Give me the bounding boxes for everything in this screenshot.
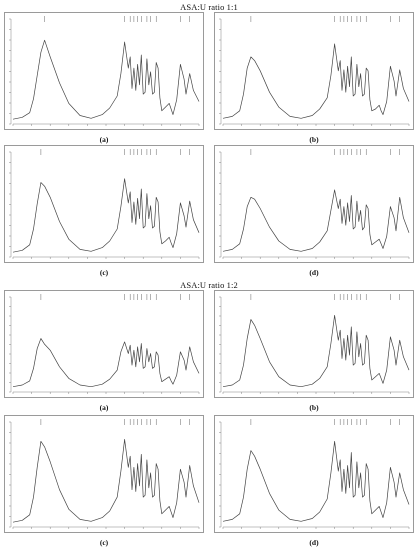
spectrum-trace <box>222 440 410 522</box>
spectrum-svg <box>9 294 200 394</box>
panel-label-1-1-c: (c) <box>99 268 109 277</box>
spectrum-panel-1-1-b <box>214 12 414 130</box>
section-title-ratio-1-1: ASA:U ratio 1:1 <box>180 2 238 12</box>
spectrum-trace <box>222 314 410 388</box>
spectrum-trace <box>12 439 200 523</box>
spectrum-svg <box>219 149 410 259</box>
spectrum-panel-1-2-b <box>214 290 414 398</box>
panel-label-1-1-a: (a) <box>99 135 109 144</box>
panel-label-1-1-b: (b) <box>309 135 319 144</box>
spectrum-svg <box>219 16 410 126</box>
panel-label-1-2-b: (b) <box>309 403 319 412</box>
spectrum-svg <box>219 419 410 529</box>
spectrum-panel-1-1-d <box>214 145 414 263</box>
spectrum-svg <box>9 149 200 259</box>
spectrum-panel-1-1-c <box>4 145 204 263</box>
panel-label-1-2-d: (d) <box>309 538 319 547</box>
spectrum-svg <box>9 16 200 126</box>
spectrum-panel-1-1-a <box>4 12 204 130</box>
spectrum-panel-1-2-d <box>214 415 414 533</box>
spectrum-trace <box>12 178 200 253</box>
section-title-ratio-1-2: ASA:U ratio 1:2 <box>180 280 238 290</box>
panel-label-1-1-d: (d) <box>309 268 319 277</box>
panel-label-1-2-a: (a) <box>99 403 109 412</box>
spectrum-svg <box>219 294 410 394</box>
spectrum-panel-1-2-a <box>4 290 204 398</box>
spectrum-panel-1-2-c <box>4 415 204 533</box>
panel-label-1-2-c: (c) <box>99 538 109 547</box>
spectrum-trace <box>12 338 200 388</box>
spectrum-trace <box>12 39 200 120</box>
spectrum-svg <box>9 419 200 529</box>
spectrum-trace <box>222 189 410 252</box>
spectrum-trace <box>222 43 410 119</box>
